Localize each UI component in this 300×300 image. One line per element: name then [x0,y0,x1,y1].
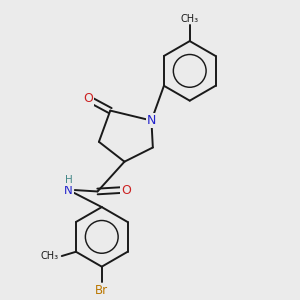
Text: CH₃: CH₃ [181,14,199,24]
Text: H: H [65,175,72,185]
Text: N: N [64,184,73,196]
Text: O: O [121,184,131,196]
Text: N: N [147,114,156,127]
Text: CH₃: CH₃ [41,251,59,261]
Text: O: O [83,92,93,105]
Text: Br: Br [95,284,108,297]
